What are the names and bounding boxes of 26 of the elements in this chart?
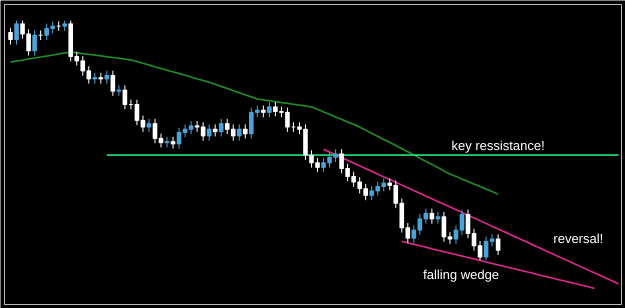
- candlestick: [218, 118, 224, 137]
- candlestick: [104, 70, 110, 84]
- candlestick: [236, 124, 242, 142]
- candlestick: [8, 27, 13, 46]
- candlestick: [122, 84, 128, 110]
- candlestick: [116, 84, 122, 96]
- candlestick: [14, 20, 19, 46]
- candlestick: [170, 136, 176, 150]
- candlestick: [267, 102, 272, 118]
- candlestick: [146, 118, 152, 132]
- candlestick: [110, 70, 116, 96]
- candlestick: [212, 124, 218, 137]
- candlestick: [92, 72, 98, 84]
- candlestick: [436, 211, 440, 224]
- candlestick: [496, 234, 500, 256]
- candlestick: [261, 104, 266, 118]
- annotation: key ressistance!: [452, 138, 545, 153]
- candlestick: [430, 208, 434, 224]
- candlestick: [206, 124, 212, 142]
- annotation: reversal!: [553, 231, 604, 246]
- candlestick: [62, 20, 67, 32]
- candlestick: [164, 136, 170, 148]
- candlestick: [32, 30, 37, 56]
- candlestick: [242, 124, 248, 140]
- candlestick: [98, 72, 104, 84]
- text: falling wedge: [423, 267, 500, 282]
